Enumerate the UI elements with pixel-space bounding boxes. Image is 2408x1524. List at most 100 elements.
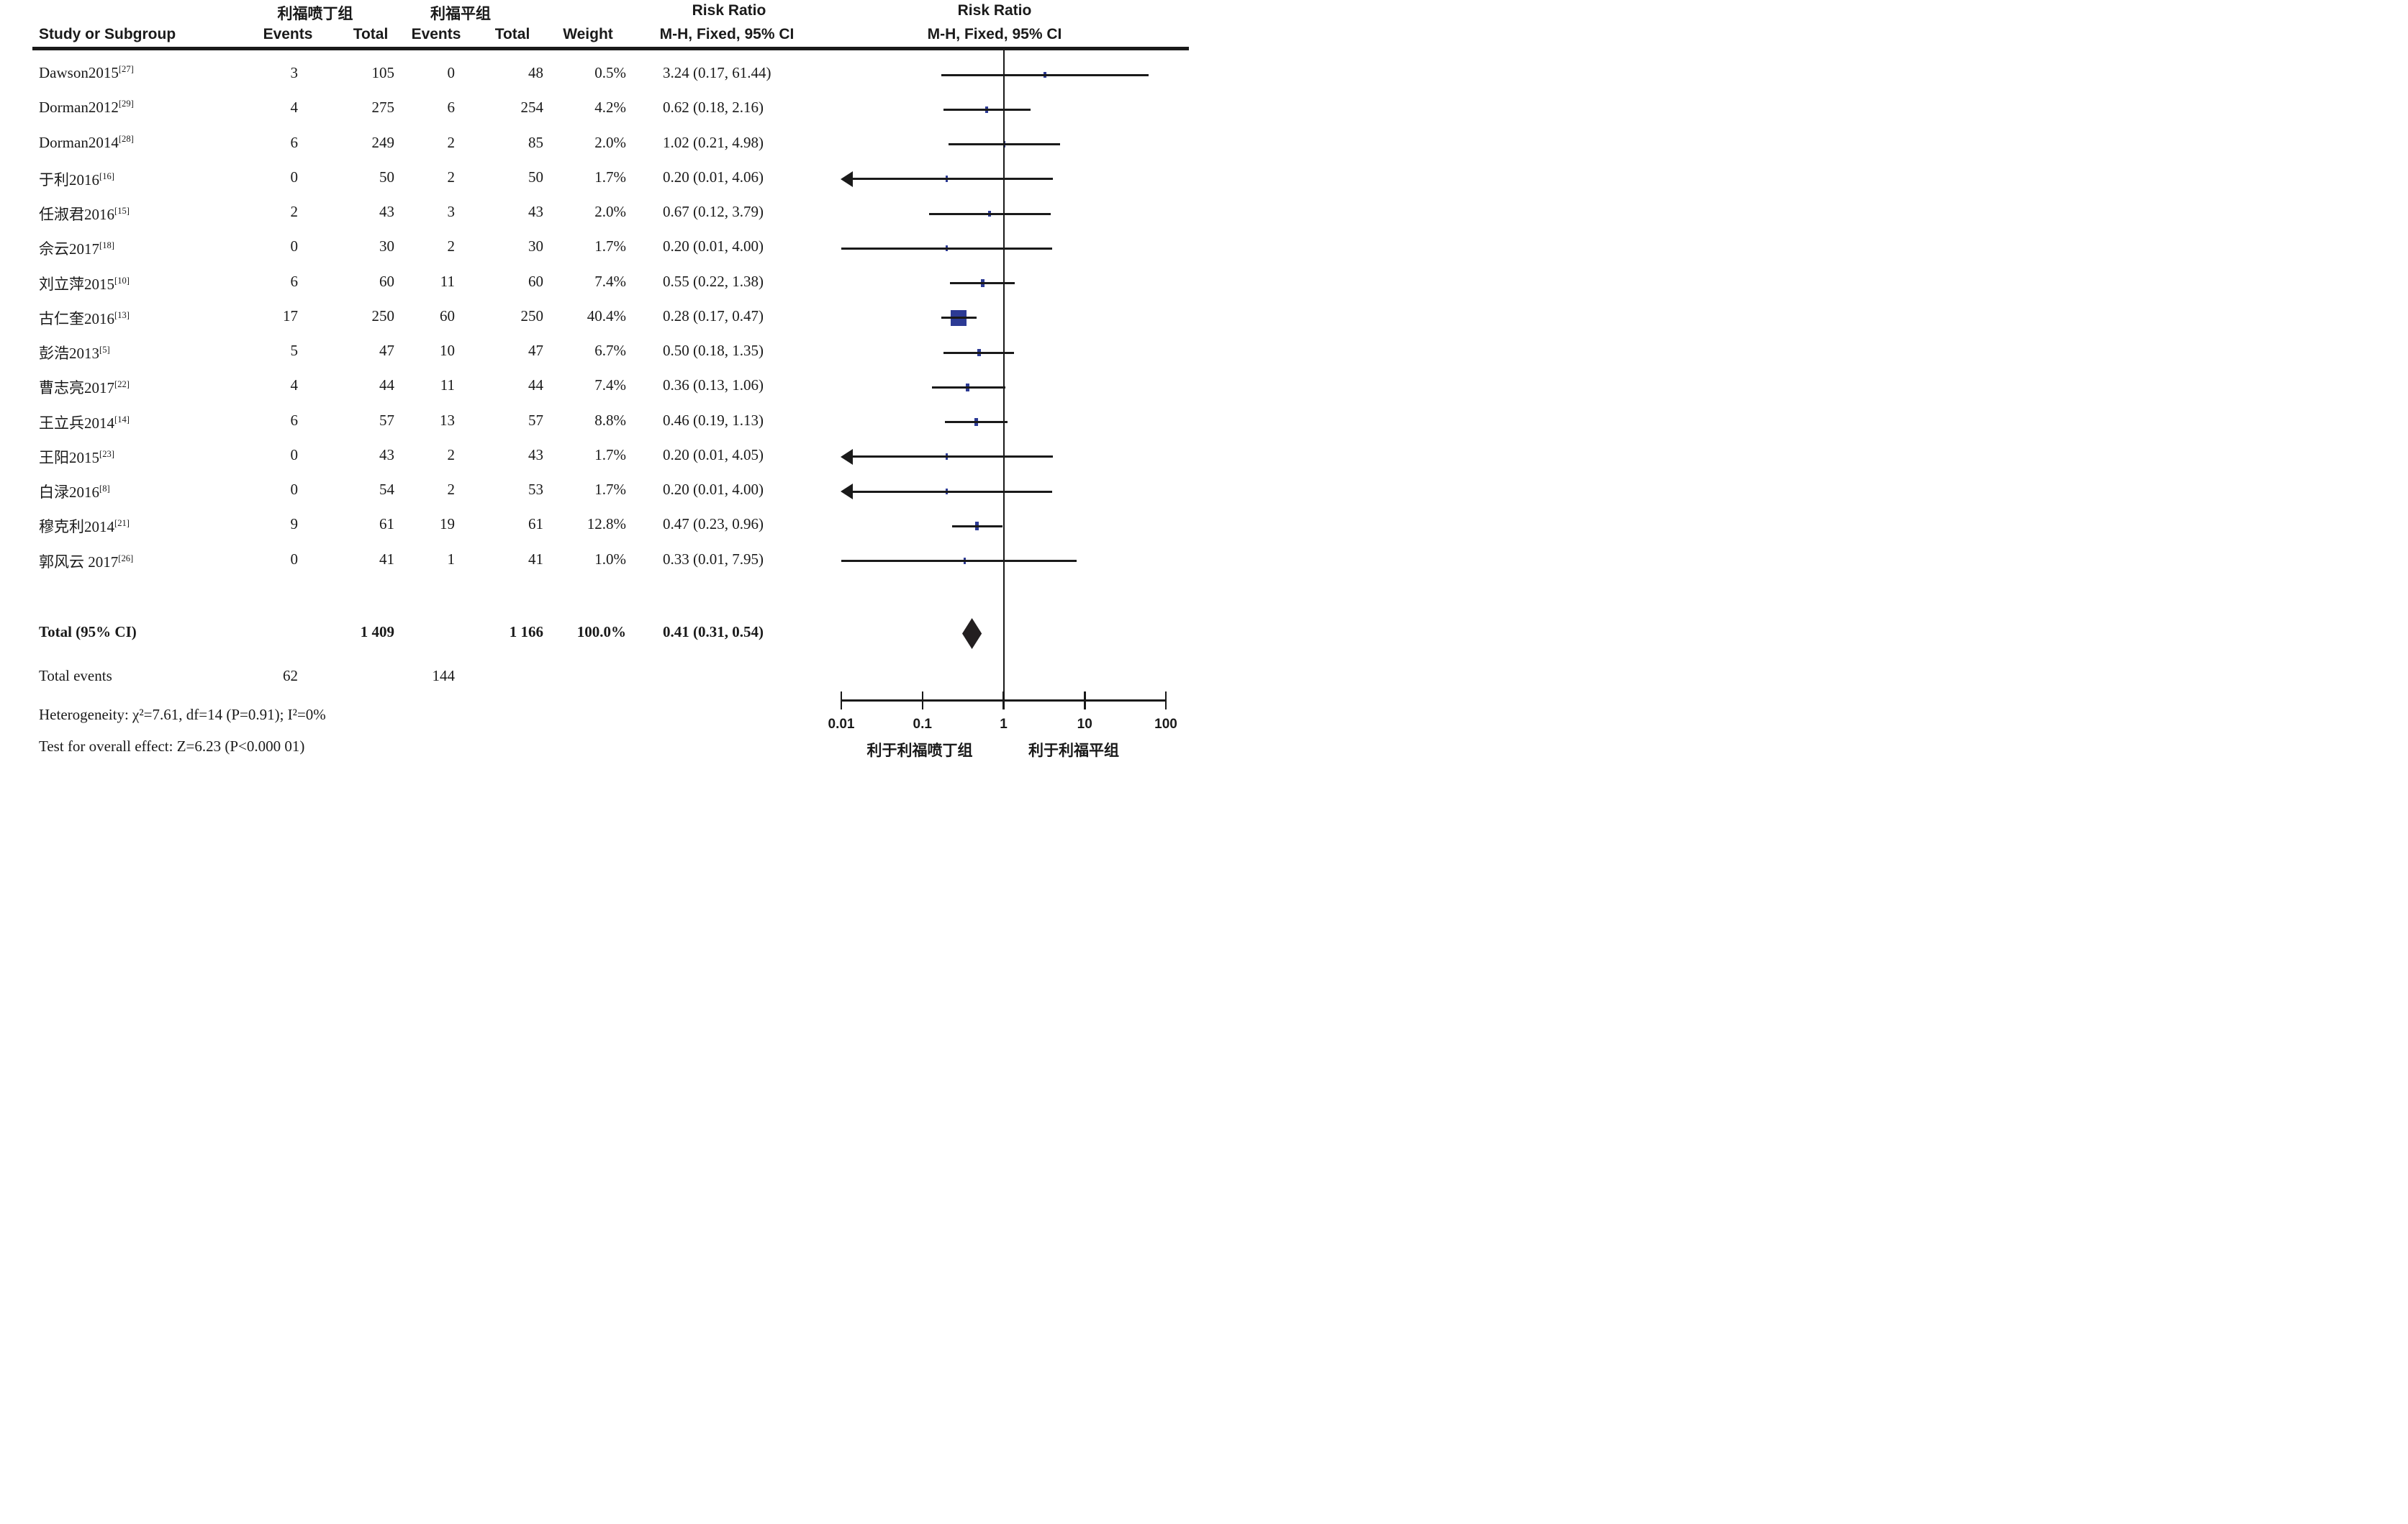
total-group1-total: 1 409 (360, 623, 394, 640)
cell-e1: 2 (290, 203, 299, 220)
ci-left-arrow (841, 484, 853, 499)
cell-weight: 12.8% (587, 515, 626, 533)
cell-t2: 85 (528, 133, 543, 151)
header-divider (32, 47, 1189, 50)
study-reference: [21] (114, 518, 130, 529)
plot-column-title-line2: M-H, Fixed, 95% CI (927, 26, 1062, 42)
group1-events-header: Events (263, 26, 313, 42)
heterogeneity-stats: Heterogeneity: χ²=7.61, df=14 (P=0.91); … (39, 706, 326, 723)
total-events-group2: 144 (432, 667, 456, 684)
cell-t2: 254 (520, 99, 544, 117)
confidence-interval-line (941, 317, 977, 319)
no-effect-line (1002, 48, 1005, 700)
cell-e1: 0 (290, 481, 299, 498)
study-reference: [8] (99, 484, 110, 494)
favours-right-label: 利于利福平组 (1028, 743, 1119, 759)
cell-t1: 54 (379, 481, 394, 498)
cell-t2: 41 (528, 550, 543, 568)
confidence-interval-line (943, 351, 1015, 354)
cell-t2: 44 (528, 376, 543, 394)
confidence-interval-line (950, 282, 1015, 284)
confidence-interval-line (851, 178, 1054, 181)
cell-t1: 41 (379, 550, 394, 568)
forest-plot-figure: 利福喷丁组 利福平组 Risk Ratio Risk Ratio Study o… (0, 0, 1204, 762)
cell-e1: 6 (290, 133, 299, 151)
cell-rr-ci: 0.20 (0.01, 4.00) (663, 237, 764, 255)
study-label: 彭浩2013[5] (39, 345, 110, 362)
cell-e2: 2 (447, 481, 456, 498)
x-axis-tick-label: 0.1 (913, 717, 932, 732)
ci-left-arrow (841, 448, 853, 465)
confidence-interval-line (851, 455, 1053, 458)
cell-t2: 61 (528, 515, 543, 533)
cell-e1: 4 (290, 376, 299, 394)
cell-t1: 250 (371, 307, 395, 325)
total-events-group1: 62 (283, 667, 298, 684)
cell-t1: 44 (379, 376, 394, 394)
confidence-interval-line (951, 525, 1002, 527)
cell-t2: 57 (528, 411, 543, 429)
plot-column-title-line1: Risk Ratio (957, 2, 1032, 19)
cell-rr-ci: 0.62 (0.18, 2.16) (663, 99, 764, 117)
group2-total-header: Total (494, 26, 530, 42)
cell-t2: 30 (528, 237, 543, 255)
confidence-interval-line (941, 73, 1149, 76)
study-reference: [28] (118, 133, 134, 144)
cell-e2: 19 (440, 515, 455, 533)
cell-e1: 4 (290, 99, 299, 117)
cell-rr-ci: 0.33 (0.01, 7.95) (663, 550, 764, 568)
total-weight: 100.0% (576, 623, 626, 640)
study-label: 任淑君2016[15] (39, 206, 130, 223)
cell-t1: 43 (379, 203, 394, 220)
cell-t2: 43 (528, 445, 543, 463)
cell-e2: 1 (447, 550, 456, 568)
group2-title: 利福平组 (430, 6, 491, 22)
study-reference: [29] (118, 99, 134, 109)
study-label: 古仁奎2016[13] (39, 309, 130, 327)
cell-e2: 11 (440, 376, 455, 394)
cell-e1: 0 (290, 445, 299, 463)
cell-weight: 1.7% (594, 481, 626, 498)
study-reference: [27] (118, 64, 134, 74)
cell-e2: 13 (440, 411, 455, 429)
cell-e1: 6 (290, 272, 299, 290)
pooled-effect-diamond (962, 617, 982, 649)
study-reference: [5] (99, 345, 110, 355)
study-reference: [15] (114, 206, 130, 216)
total-events-label: Total events (39, 667, 112, 684)
x-axis-tick (840, 691, 843, 709)
cell-weight: 1.0% (594, 550, 626, 568)
cell-t2: 250 (520, 307, 544, 325)
study-label: 佘云2017[18] (39, 240, 114, 258)
rr-column-title-line1: Risk Ratio (692, 2, 766, 19)
study-reference: [18] (99, 240, 114, 251)
study-label: Dorman2012[29] (39, 99, 134, 117)
cell-e2: 3 (447, 203, 456, 220)
favours-left-label: 利于利福喷丁组 (866, 743, 973, 759)
cell-t2: 50 (528, 168, 543, 186)
x-axis-tick (1164, 691, 1167, 709)
study-reference: [22] (114, 379, 130, 390)
cell-t2: 43 (528, 203, 543, 220)
cell-rr-ci: 0.36 (0.13, 1.06) (663, 376, 764, 394)
ci-left-arrow (841, 171, 853, 187)
confidence-interval-line (928, 212, 1051, 215)
total-group2-total: 1 166 (509, 623, 543, 640)
confidence-interval-line (851, 490, 1053, 493)
cell-t1: 30 (379, 237, 394, 255)
cell-rr-ci: 0.47 (0.23, 0.96) (663, 515, 764, 533)
cell-rr-ci: 0.46 (0.19, 1.13) (663, 411, 764, 429)
cell-e1: 17 (283, 307, 298, 325)
total-rr-ci: 0.41 (0.31, 0.54) (663, 623, 764, 640)
x-axis-tick-label: 1 (1000, 717, 1008, 732)
x-axis-tick (1084, 691, 1086, 709)
cell-rr-ci: 0.20 (0.01, 4.00) (663, 481, 764, 498)
study-label: 于利2016[16] (39, 171, 114, 189)
cell-rr-ci: 0.50 (0.18, 1.35) (663, 342, 764, 359)
study-reference: [13] (114, 309, 130, 320)
cell-weight: 0.5% (594, 64, 626, 81)
total-row-label: Total (95% CI) (39, 623, 137, 640)
cell-rr-ci: 0.28 (0.17, 0.47) (663, 307, 764, 325)
cell-e1: 0 (290, 237, 299, 255)
cell-weight: 40.4% (587, 307, 626, 325)
